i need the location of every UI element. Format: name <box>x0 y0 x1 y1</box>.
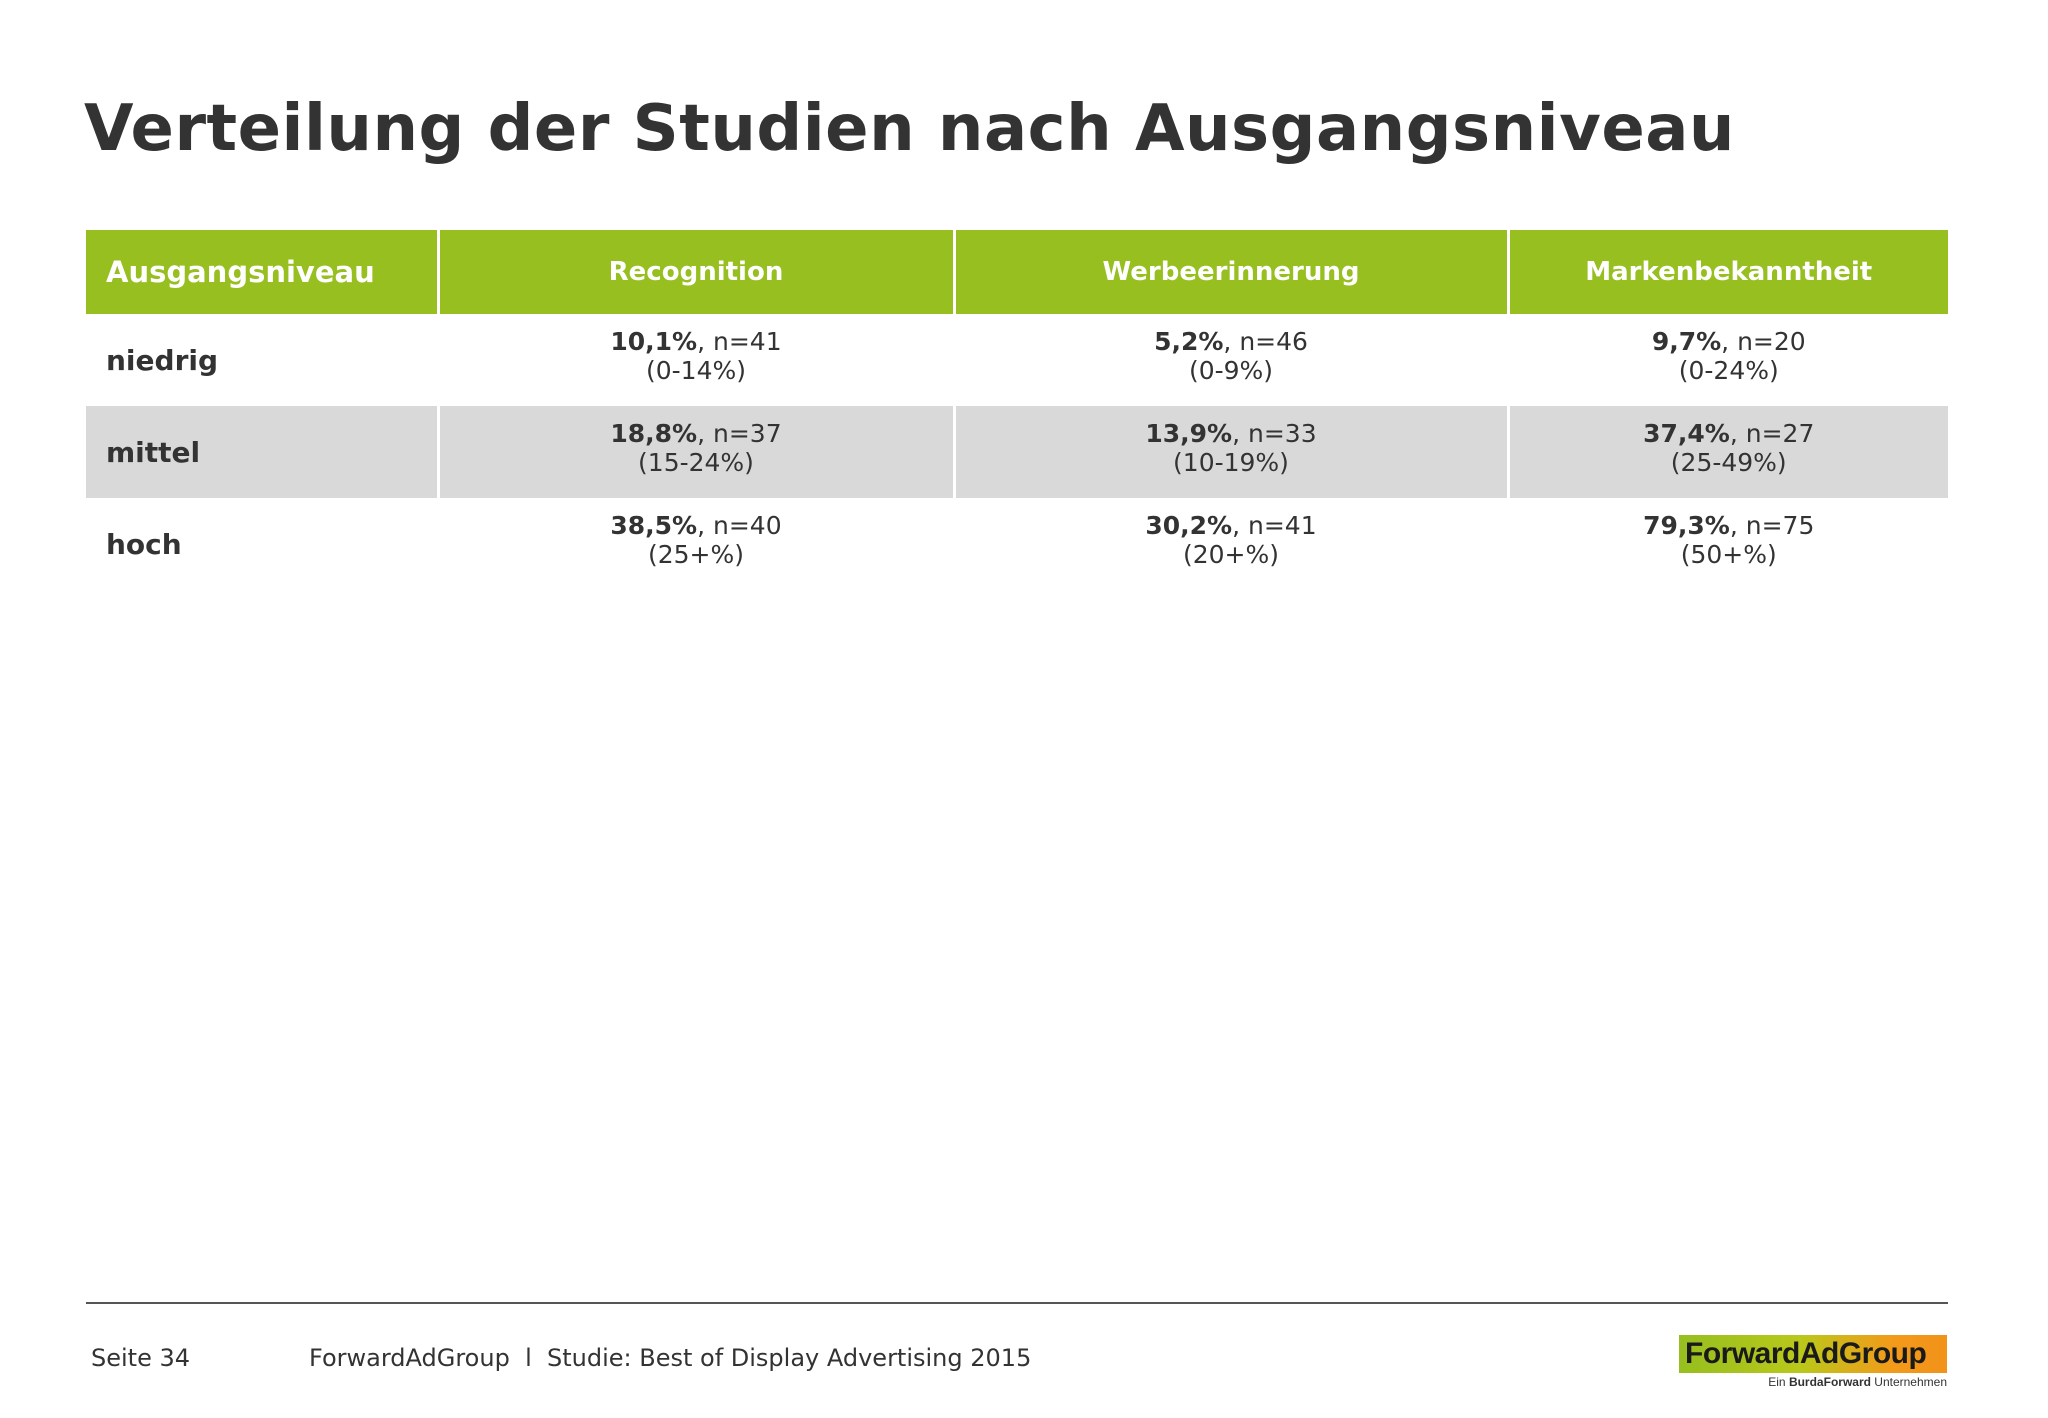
page-title: Verteilung der Studien nach Ausgangsnive… <box>84 92 1735 166</box>
cell-value: 18,8% <box>610 419 698 448</box>
footer-divider <box>86 1302 1948 1304</box>
cell-range: (0-24%) <box>1678 356 1779 385</box>
table-header-row: Ausgangsniveau Recognition Werbeerinneru… <box>86 230 1948 314</box>
table-cell: 38,5%, n=40 (25+%) <box>436 498 954 590</box>
cell-n: , n=33 <box>1232 419 1317 448</box>
cell-range: (10-19%) <box>1173 448 1289 477</box>
footer-source: ForwardAdGroup l Studie: Best of Display… <box>309 1344 1032 1372</box>
cell-range: (50+%) <box>1680 540 1777 569</box>
cell-value: 9,7% <box>1651 327 1722 356</box>
cell-value: 10,1% <box>610 327 698 356</box>
row-label: hoch <box>106 527 182 561</box>
logo-sub-prefix: Ein <box>1768 1375 1789 1389</box>
cell-n: , n=41 <box>697 327 782 356</box>
cell-range: (15-24%) <box>638 448 754 477</box>
cell-value: 30,2% <box>1145 511 1233 540</box>
column-header: Recognition <box>436 230 954 314</box>
column-header: Ausgangsniveau <box>86 230 438 314</box>
cell-n: , n=75 <box>1729 511 1815 540</box>
forwardadgroup-logo: ForwardAdGroup Ein BurdaForward Unterneh… <box>1679 1335 1949 1389</box>
cell-range: (25+%) <box>647 540 744 569</box>
row-label: niedrig <box>106 343 219 377</box>
logo-banner: ForwardAdGroup <box>1679 1335 1947 1373</box>
logo-sub-brand: BurdaForward <box>1788 1375 1871 1389</box>
table-cell: 37,4%, n=27 (25-49%) <box>1506 406 1948 498</box>
cell-n: , n=41 <box>1232 511 1317 540</box>
cell-range: (0-14%) <box>645 356 746 385</box>
column-header: Markenbekanntheit <box>1506 230 1948 314</box>
page-number: Seite 34 <box>91 1344 191 1372</box>
cell-value: 38,5% <box>610 511 698 540</box>
table-cell: 18,8%, n=37 (15-24%) <box>436 406 954 498</box>
cell-value: 79,3% <box>1643 511 1730 540</box>
table-row: hoch 38,5%, n=40 (25+%) 30,2%, n=41 (20+%)… <box>86 498 1948 590</box>
cell-n: , n=27 <box>1729 419 1815 448</box>
cell-range: (20+%) <box>1182 540 1279 569</box>
cell-value: 13,9% <box>1145 419 1233 448</box>
table-cell: 5,2%, n=46 (0-9%) <box>952 314 1508 406</box>
table-cell: 30,2%, n=41 (20+%) <box>952 498 1508 590</box>
cell-n: , n=46 <box>1223 327 1308 356</box>
table-cell: 10,1%, n=41 (0-14%) <box>436 314 954 406</box>
table-cell: 13,9%, n=33 (10-19%) <box>952 406 1508 498</box>
cell-n: , n=40 <box>697 511 782 540</box>
table-row: mittel 18,8%, n=37 (15-24%) 13,9%, n=33 (1… <box>86 406 1948 498</box>
logo-text: ForwardAdGroup <box>1685 1337 1927 1370</box>
cell-range: (0-9%) <box>1188 356 1274 385</box>
cell-value: 37,4% <box>1643 419 1730 448</box>
table-cell: 9,7%, n=20 (0-24%) <box>1506 314 1948 406</box>
logo-sub-suffix: Unternehmen <box>1870 1375 1947 1389</box>
cell-n: , n=37 <box>697 419 782 448</box>
table-cell: 79,3%, n=75 (50+%) <box>1506 498 1948 590</box>
row-label: mittel <box>86 406 438 498</box>
cell-range: (25-49%) <box>1670 448 1787 477</box>
data-table: Ausgangsniveau Recognition Werbeerinneru… <box>86 230 1948 590</box>
table-row: niedrig 10,1%, n=41 (0-14%) 5,2%, n=46 (0-… <box>86 314 1948 406</box>
logo-subline: Ein BurdaForward Unternehmen <box>1768 1375 1947 1389</box>
column-header: Werbeerinnerung <box>952 230 1508 314</box>
cell-n: , n=20 <box>1721 327 1806 356</box>
cell-value: 5,2% <box>1154 327 1224 356</box>
